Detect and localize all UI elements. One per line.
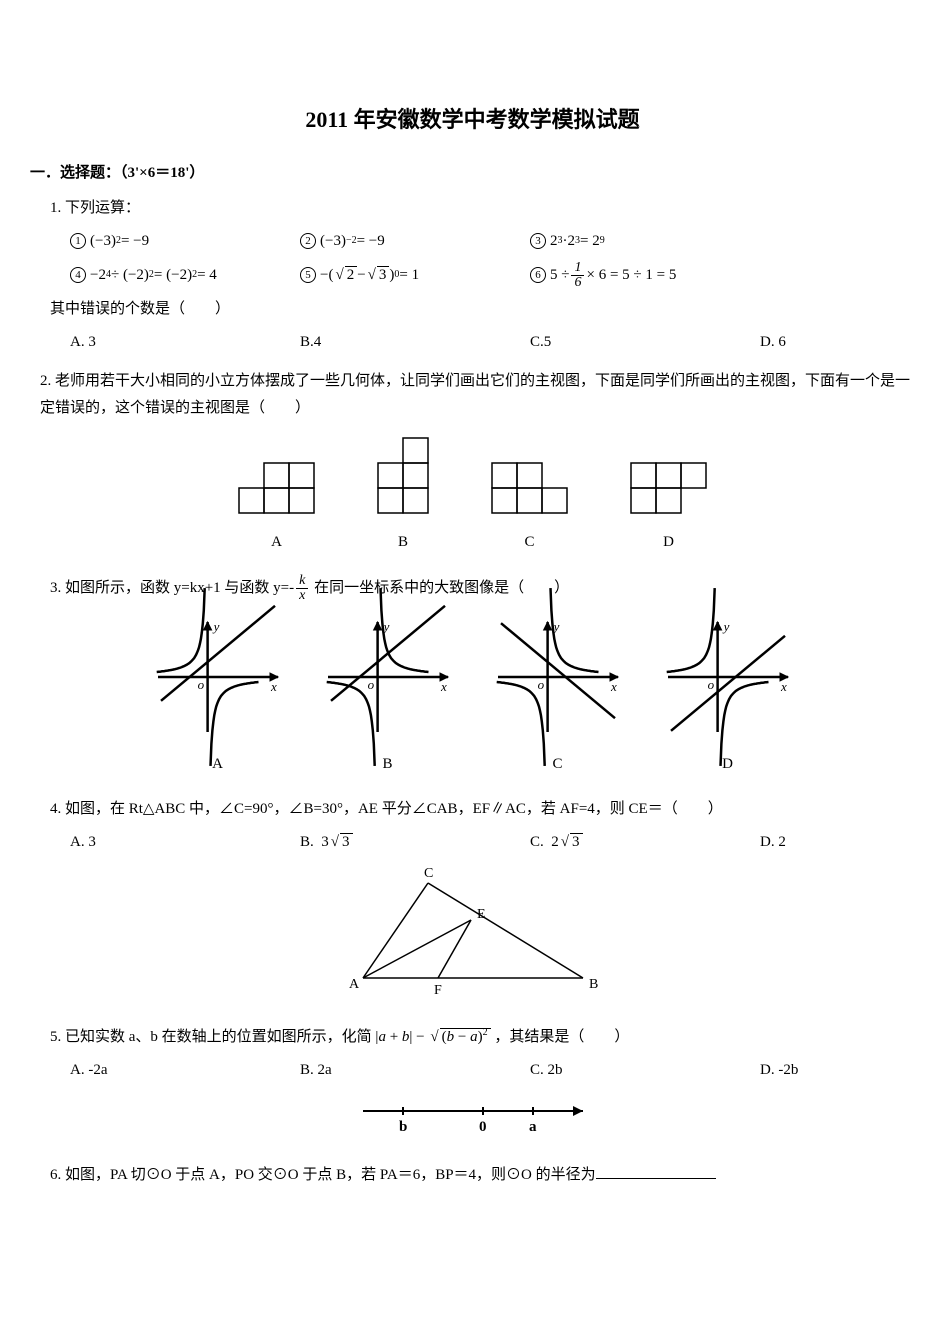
q6-text: 6. 如图，PA 切⊙O 于点 A，PO 交⊙O 于点 B，若 PA＝6，BP＝…: [50, 1162, 915, 1189]
svg-text:x: x: [440, 679, 447, 694]
svg-text:y: y: [211, 619, 219, 634]
q2-fig-b: B: [376, 436, 430, 556]
q4-triangle-icon: A B C E F: [343, 868, 603, 998]
q3-fig-b: yxo B: [323, 617, 453, 778]
q3-fig-c: yxo C: [493, 617, 623, 778]
q2-shape-b-icon: [376, 436, 430, 515]
q1-options: A. 3 B.4 C.5 D. 6: [70, 329, 915, 356]
q1-opt-b: B.4: [300, 329, 530, 356]
q4-opt-d: D. 2: [760, 829, 786, 856]
q2-label-c: C: [490, 529, 569, 556]
svg-text:B: B: [589, 977, 598, 992]
page-title: 2011 年安徽数学中考数学模拟试题: [30, 100, 915, 140]
svg-text:E: E: [477, 907, 486, 922]
q3-label-b: B: [323, 751, 453, 778]
q3-label-d: D: [663, 751, 793, 778]
svg-text:C: C: [424, 866, 433, 881]
q5-text: 5. 已知实数 a、b 在数轴上的位置如图所示，化简 |a + b| − (b …: [50, 1024, 915, 1051]
circled-5-icon: 5: [300, 267, 316, 283]
q2-shape-d-icon: [629, 461, 708, 515]
q3-post: 在同一坐标系中的大致图像是（ ）: [310, 580, 569, 596]
svg-text:o: o: [197, 677, 204, 692]
q2-figures: A B C D: [30, 436, 915, 556]
q4-text: 4. 如图，在 Rt△ABC 中，∠C=90°，∠B=30°，AE 平分∠CAB…: [50, 796, 915, 823]
q1-opt-d: D. 6: [760, 329, 786, 356]
q4-options: A. 3 B. 33 C. 23 D. 2: [70, 829, 915, 856]
q2-label-d: D: [629, 529, 708, 556]
q3-text: 3. 如图所示，函数 y=kx+1 与函数 y=-kx 在同一坐标系中的大致图像…: [50, 574, 915, 603]
svg-text:F: F: [434, 983, 442, 998]
q3-graph-b-icon: yxo: [323, 617, 453, 737]
q5-opt-c: C. 2b: [530, 1057, 760, 1084]
svg-text:a: a: [529, 1119, 537, 1135]
q1-eq3: 323·23 = 29: [530, 228, 760, 255]
q5-opt-b: B. 2a: [300, 1057, 530, 1084]
q1-eq4: 4−24 ÷ (−2)2 = (−2)2 = 4: [70, 261, 300, 290]
svg-text:x: x: [270, 679, 277, 694]
circled-2-icon: 2: [300, 233, 316, 249]
q3-fig-a: y x o A: [153, 617, 283, 778]
q3-fig-d: y x o D: [663, 617, 793, 778]
circled-3-icon: 3: [530, 233, 546, 249]
q2-shape-a-icon: [237, 461, 316, 515]
q3-graph-c-icon: yxo: [493, 617, 623, 737]
q1-tail: 其中错误的个数是（ ）: [50, 296, 915, 323]
q3-frac-icon: kx: [296, 574, 308, 603]
q3-label-a: A: [153, 751, 283, 778]
svg-text:A: A: [349, 977, 360, 992]
q5-options: A. -2a B. 2a C. 2b D. -2b: [70, 1057, 915, 1084]
q4-opt-c: C. 23: [530, 829, 760, 856]
q3-label-c: C: [493, 751, 623, 778]
q3-graph-a-icon: y x o: [153, 617, 283, 737]
q1-opt-c: C.5: [530, 329, 760, 356]
q5-expr: |a + b| − (b − a)2: [375, 1029, 490, 1045]
q6-stem: 6. 如图，PA 切⊙O 于点 A，PO 交⊙O 于点 B，若 PA＝6，BP＝…: [50, 1167, 596, 1183]
q5-pre: 5. 已知实数 a、b 在数轴上的位置如图所示，化简: [50, 1029, 375, 1045]
q1-eq1: 1(−3)2 = −9: [70, 228, 300, 255]
q1-opt-a: A. 3: [70, 329, 300, 356]
q2-shape-c-icon: [490, 461, 569, 515]
q5-opt-d: D. -2b: [760, 1057, 798, 1084]
q5-numberline-icon: b 0 a: [343, 1096, 603, 1136]
svg-text:x: x: [610, 679, 617, 694]
q5-post: ，其结果是（ ）: [491, 1029, 630, 1045]
q5-opt-a: A. -2a: [70, 1057, 300, 1084]
section-header: 一．选择题：（3'×6＝18'）: [30, 160, 915, 187]
circled-6-icon: 6: [530, 267, 546, 283]
svg-text:o: o: [367, 677, 374, 692]
q4-opt-b: B. 33: [300, 829, 530, 856]
svg-text:y: y: [721, 619, 729, 634]
q2-text: 2. 老师用若干大小相同的小立方体摆成了一些几何体，让同学们画出它们的主视图，下…: [40, 368, 915, 422]
q5-figure: b 0 a: [30, 1096, 915, 1146]
circled-4-icon: 4: [70, 267, 86, 283]
q2-fig-d: D: [629, 461, 708, 556]
svg-text:0: 0: [479, 1119, 487, 1135]
q1-eq6: 65 ÷ 16 × 6 = 5 ÷ 1 = 5: [530, 261, 760, 290]
q1-stem: 1. 下列运算：: [50, 195, 915, 222]
svg-text:x: x: [780, 679, 787, 694]
q4-opt-a: A. 3: [70, 829, 300, 856]
q2-label-a: A: [237, 529, 316, 556]
q2-fig-a: A: [237, 461, 316, 556]
circled-1-icon: 1: [70, 233, 86, 249]
q4-figure: A B C E F: [30, 868, 915, 1008]
q3-graph-d-icon: y x o: [663, 617, 793, 737]
svg-text:o: o: [707, 677, 714, 692]
q6-blank: [596, 1164, 716, 1179]
q3-figures: y x o A y x o B y x o C y x o D: [30, 617, 915, 778]
q1-eq-row-2: 4−24 ÷ (−2)2 = (−2)2 = 4 5−(2 − 3)0 = 1 …: [70, 261, 915, 290]
svg-text:b: b: [399, 1119, 407, 1135]
q3-pre: 3. 如图所示，函数 y=kx+1 与函数 y=-: [50, 580, 294, 596]
q2-fig-c: C: [490, 461, 569, 556]
q1-eq-row-1: 1(−3)2 = −9 2(−3)−2 = −9 323·23 = 29: [70, 228, 915, 255]
q1-eq5: 5−(2 − 3)0 = 1: [300, 261, 530, 290]
svg-text:o: o: [537, 677, 544, 692]
q1-eq2: 2(−3)−2 = −9: [300, 228, 530, 255]
q2-label-b: B: [376, 529, 430, 556]
